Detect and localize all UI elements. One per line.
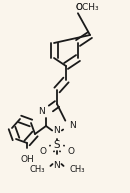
Text: OH: OH [20,155,34,164]
Text: N: N [54,126,60,135]
Text: S: S [54,140,60,150]
Text: CH₃: CH₃ [69,166,84,174]
Text: N: N [69,122,76,130]
Text: O: O [68,147,75,157]
Text: O: O [76,3,83,13]
Text: O: O [39,147,46,157]
Text: CH₃: CH₃ [30,166,45,174]
Text: N: N [38,108,45,117]
Text: OCH₃: OCH₃ [76,3,100,13]
Text: N: N [54,161,60,170]
